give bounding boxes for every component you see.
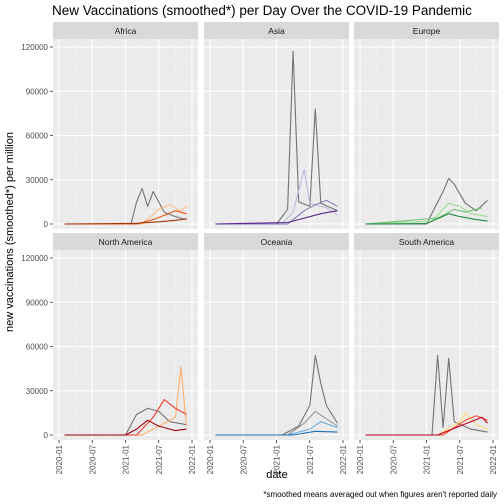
series-line [365, 354, 488, 436]
facet-strip [53, 22, 198, 39]
x-axis-title: date [266, 469, 287, 481]
x-tick-label: 2021-07 [306, 444, 315, 474]
facet-panel: Oceania 2020-01 2020-07 2021-01 2021-07 2022-… [204, 233, 349, 474]
series-line [215, 354, 338, 436]
facet-strip-label: South America [399, 237, 455, 247]
x-tick-label: 2020-01 [356, 444, 365, 474]
series-line [365, 213, 488, 225]
facet-panels: Africa 0 30000 60000 90000 120000 Asia Europe No… [21, 22, 499, 474]
series-group [215, 354, 338, 436]
chart-caption: *smoothed means averaged out when figure… [263, 490, 497, 499]
facet-strip [354, 22, 499, 39]
facet-panel: North America 0 30000 60000 90000 120000 2020-… [21, 233, 198, 474]
y-tick-label: 120000 [21, 43, 48, 52]
x-tick-label: 2021-01 [273, 444, 282, 474]
y-tick-label: 0 [44, 431, 49, 440]
facet-strip-label: Asia [268, 26, 285, 36]
x-tick-label: 2020-07 [88, 444, 97, 474]
facet-panel: Africa 0 30000 60000 90000 120000 [21, 22, 198, 229]
series-line [365, 202, 488, 225]
x-tick-label: 2020-01 [55, 444, 64, 474]
x-tick-label: 2020-07 [239, 444, 248, 474]
series-line [64, 419, 187, 436]
x-tick-label: 2021-07 [456, 444, 465, 474]
facet-strip [354, 233, 499, 250]
series-line [215, 50, 338, 225]
facet-strip [204, 22, 349, 39]
series-line [64, 188, 187, 225]
x-tick-label: 2021-01 [122, 444, 131, 474]
series-line [365, 416, 488, 436]
x-tick-label: 2020-01 [206, 444, 215, 474]
facet-strip-label: Africa [115, 26, 137, 36]
y-tick-label: 30000 [26, 176, 49, 185]
series-line [215, 199, 338, 225]
y-tick-label: 120000 [21, 254, 48, 263]
series-group [215, 50, 338, 225]
x-tick-label: 2020-07 [389, 444, 398, 474]
y-tick-label: 60000 [26, 132, 49, 141]
x-tick-label: 2021-01 [423, 444, 432, 474]
x-tick-label: 2022-01 [339, 444, 348, 474]
facet-panel: Asia [204, 22, 349, 229]
x-tick-label: 2022-01 [188, 444, 197, 474]
chart-title: New Vaccinations (smoothed*) per Day Ove… [52, 3, 472, 18]
series-group [64, 188, 187, 225]
y-tick-label: 60000 [26, 343, 49, 352]
y-tick-label: 90000 [26, 298, 49, 307]
series-line [64, 210, 187, 225]
facet-strip [53, 233, 198, 250]
y-tick-label: 30000 [26, 387, 49, 396]
facet-strip-label: North America [99, 237, 153, 247]
x-tick-label: 2021-07 [155, 444, 164, 474]
series-line [215, 210, 338, 225]
facet-strip [204, 233, 349, 250]
facet-panel: South America 2020-01 2020-07 2021-01 2021-0… [354, 233, 499, 474]
series-line [215, 430, 338, 436]
series-group [365, 354, 488, 436]
x-tick-label: 2022-01 [489, 444, 498, 474]
y-axis-title: new vaccinations (smoothed*) per million [4, 132, 16, 332]
facet-panel: Europe [354, 22, 499, 229]
facet-strip-label: Europe [413, 26, 441, 36]
y-tick-label: 90000 [26, 87, 49, 96]
y-tick-label: 0 [44, 220, 49, 229]
series-group [64, 366, 188, 436]
series-line [64, 218, 187, 225]
series-group [365, 177, 488, 225]
series-line [365, 207, 483, 225]
facet-strip-label: Oceania [261, 237, 293, 247]
